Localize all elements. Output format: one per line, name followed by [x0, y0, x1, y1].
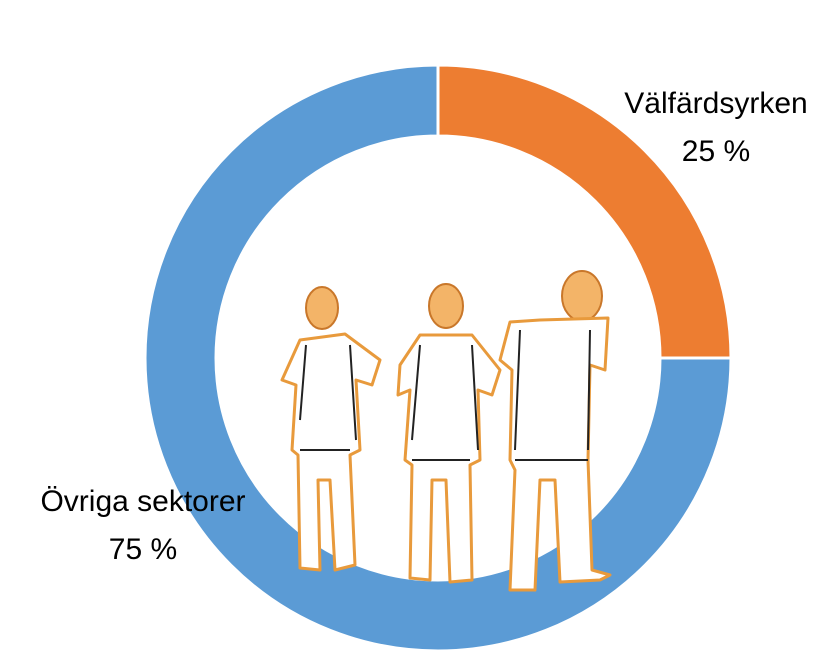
slice-value-label: 75 %	[109, 533, 177, 566]
figure-right	[498, 270, 612, 592]
figure-left	[280, 286, 382, 572]
slice-label: Övriga sektorer	[40, 485, 245, 518]
illustration	[280, 270, 612, 592]
figure-middle	[396, 283, 502, 584]
slice-label: Välfärdsyrken	[624, 87, 807, 120]
slice-value-label: 25 %	[682, 135, 750, 168]
